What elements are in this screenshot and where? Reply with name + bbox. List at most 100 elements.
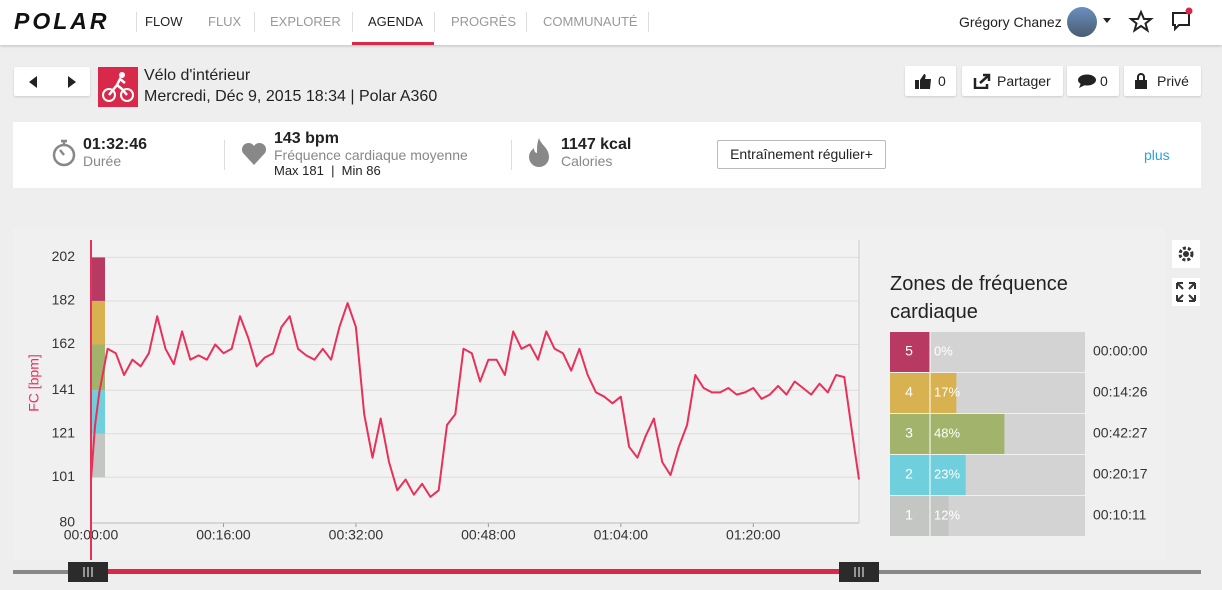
calories-label: Calories (561, 153, 613, 169)
zone-time: 00:20:17 (1093, 466, 1148, 482)
duration-value: 01:32:46 (83, 136, 148, 153)
share-button[interactable]: Partager (962, 66, 1063, 96)
zone-time: 00:42:27 (1093, 425, 1148, 441)
zone-bar (890, 496, 949, 536)
nav-icons (1103, 7, 1193, 33)
like-icon (915, 74, 931, 89)
rider-body (108, 77, 128, 96)
x-tick-label: 00:48:00 (461, 527, 516, 543)
hr-line (90, 302, 860, 498)
handle-grip (83, 567, 93, 577)
sport-name: Vélo d'intérieur (144, 67, 251, 84)
like-count: 0 (938, 73, 946, 89)
avatar[interactable] (1067, 7, 1097, 37)
zone-percent: 0% (934, 343, 953, 358)
training-benefit[interactable]: Entraînement régulier+ (717, 140, 886, 169)
zone-time: 00:00:00 (1093, 343, 1148, 359)
x-tick-label: 00:16:00 (196, 527, 251, 543)
hr-label: Fréquence cardiaque moyenne (274, 147, 468, 163)
comment-count: 0 (1100, 73, 1108, 89)
summary-card: 01:32:46 Durée 143 bpm Fréquence cardiaq… (13, 122, 1201, 188)
duration-icon (52, 139, 76, 167)
share-label: Partager (997, 73, 1051, 89)
wheel (102, 88, 116, 102)
separator (352, 12, 353, 32)
next-arrow[interactable] (68, 76, 76, 88)
user-name[interactable]: Grégory Chanez (959, 14, 1062, 30)
plot-area (91, 240, 859, 523)
separator (434, 12, 435, 32)
share-icon (973, 73, 991, 89)
zone-band (91, 257, 105, 301)
rider-head (119, 72, 125, 78)
zone-percent: 48% (934, 425, 960, 440)
zone-number: 3 (905, 425, 913, 441)
privacy-label: Privé (1157, 73, 1189, 89)
zone-time: 00:10:11 (1093, 507, 1147, 523)
separator (136, 12, 137, 32)
favorite-icon[interactable] (1128, 9, 1154, 33)
heart-icon (241, 142, 267, 165)
gear-center (1183, 251, 1189, 257)
separator (648, 12, 649, 32)
zone-percent: 12% (934, 507, 960, 522)
prev-arrow[interactable] (29, 76, 37, 88)
divider (224, 140, 225, 170)
y-tick-label: 80 (59, 514, 75, 530)
comment-icon (1078, 74, 1096, 88)
calories-icon (529, 138, 549, 167)
separator (254, 12, 255, 32)
zone-number: 4 (905, 384, 913, 400)
y-tick-label: 182 (52, 292, 76, 308)
nav-item[interactable]: COMMUNAUTÉ (543, 14, 638, 29)
zone-number: 1 (905, 507, 913, 523)
nav-arrows (14, 67, 90, 96)
like-button[interactable]: 0 (905, 66, 956, 96)
handle-grip (854, 567, 864, 577)
nav-item[interactable]: AGENDA (368, 14, 423, 29)
duration-label: Durée (83, 153, 122, 169)
fullscreen-icon (1176, 282, 1196, 302)
calories-value: 1147 kcal (561, 136, 632, 153)
y-axis-label: FC [bpm] (26, 354, 42, 412)
notification-dot (1185, 7, 1193, 15)
caret[interactable] (1103, 18, 1111, 23)
active-underline (352, 42, 434, 45)
more-link[interactable]: plus (1144, 147, 1170, 163)
privacy-button[interactable]: Privé (1124, 66, 1201, 96)
fullscreen-button[interactable] (1172, 278, 1200, 306)
x-tick-label: 01:04:00 (594, 527, 649, 543)
y-tick-label: 162 (52, 335, 76, 351)
wheel (120, 88, 134, 102)
hr-minmax: Max 181 | Min 86 (274, 163, 381, 178)
zone-time: 00:14:26 (1093, 384, 1148, 400)
zone-band (91, 344, 105, 391)
zone-band (91, 300, 105, 345)
zone-number: 2 (905, 466, 913, 482)
sport-icon (98, 67, 138, 107)
zone-bar (890, 455, 966, 495)
zone-percent: 23% (934, 466, 960, 481)
arrows (29, 76, 76, 88)
zone-number: 5 (905, 343, 913, 359)
nav-item[interactable]: PROGRÈS (451, 14, 517, 29)
app-name[interactable]: FLOW (145, 14, 183, 29)
zones-title: Zones de fréquence cardiaque (890, 273, 1068, 323)
zone-bar (890, 373, 957, 413)
y-tick-label: 101 (52, 468, 76, 484)
divider (511, 140, 512, 170)
nav-item[interactable]: EXPLORER (270, 14, 341, 29)
notification-icon[interactable] (1172, 12, 1190, 32)
y-tick-label: 141 (52, 381, 76, 397)
x-tick-label: 01:20:00 (726, 527, 781, 543)
range-selection (91, 569, 859, 574)
session-date: Mercredi, Déc 9, 2015 18:34 | Polar A360 (144, 88, 438, 105)
y-tick-label: 121 (52, 424, 76, 440)
x-tick-label: 00:32:00 (329, 527, 384, 543)
zone-bar (890, 332, 930, 372)
nav-item[interactable]: FLUX (208, 14, 242, 29)
comment-button[interactable]: 0 (1067, 66, 1119, 96)
logo[interactable]: POLAR (14, 8, 110, 34)
